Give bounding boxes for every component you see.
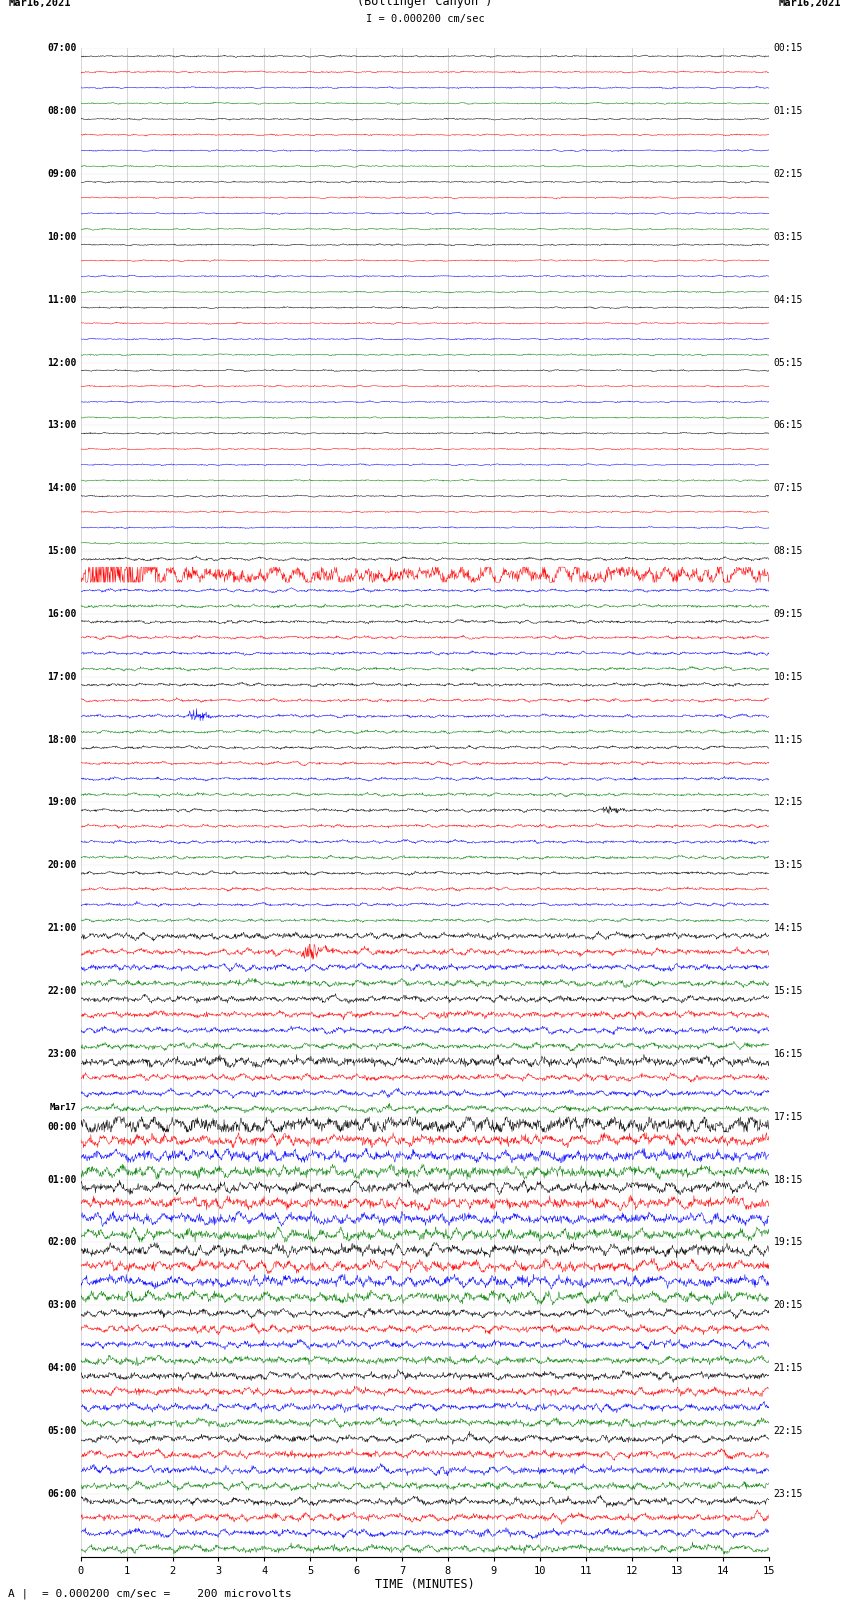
Text: 03:15: 03:15 (774, 232, 803, 242)
Text: 05:15: 05:15 (774, 358, 803, 368)
Text: 13:15: 13:15 (774, 860, 803, 871)
Text: 00:00: 00:00 (47, 1121, 76, 1131)
Text: (Bollinger Canyon ): (Bollinger Canyon ) (357, 0, 493, 8)
Text: 09:00: 09:00 (47, 169, 76, 179)
Text: 12:00: 12:00 (47, 358, 76, 368)
Text: = 0.000200 cm/sec =    200 microvolts: = 0.000200 cm/sec = 200 microvolts (42, 1589, 292, 1598)
Text: 08:00: 08:00 (47, 106, 76, 116)
Text: 21:00: 21:00 (47, 923, 76, 934)
Text: 18:15: 18:15 (774, 1174, 803, 1184)
Text: 23:00: 23:00 (47, 1048, 76, 1058)
Text: 07:00: 07:00 (47, 44, 76, 53)
Text: Mar16,2021: Mar16,2021 (8, 0, 71, 8)
Text: 22:00: 22:00 (47, 986, 76, 995)
Text: 04:15: 04:15 (774, 295, 803, 305)
Text: 20:00: 20:00 (47, 860, 76, 871)
Text: 06:15: 06:15 (774, 421, 803, 431)
Text: 04:00: 04:00 (47, 1363, 76, 1373)
Text: I = 0.000200 cm/sec: I = 0.000200 cm/sec (366, 15, 484, 24)
Text: 11:15: 11:15 (774, 734, 803, 745)
Text: 08:15: 08:15 (774, 547, 803, 556)
Text: 13:00: 13:00 (47, 421, 76, 431)
Text: 15:15: 15:15 (774, 986, 803, 995)
Text: 17:00: 17:00 (47, 671, 76, 682)
Text: 02:15: 02:15 (774, 169, 803, 179)
Text: 14:00: 14:00 (47, 484, 76, 494)
Text: 01:00: 01:00 (47, 1174, 76, 1184)
Text: Mar16,2021: Mar16,2021 (779, 0, 842, 8)
Text: 00:15: 00:15 (774, 44, 803, 53)
Text: 10:00: 10:00 (47, 232, 76, 242)
Text: 10:15: 10:15 (774, 671, 803, 682)
Text: 06:00: 06:00 (47, 1489, 76, 1498)
Text: 05:00: 05:00 (47, 1426, 76, 1436)
Text: 07:15: 07:15 (774, 484, 803, 494)
Text: 14:15: 14:15 (774, 923, 803, 934)
Text: 23:15: 23:15 (774, 1489, 803, 1498)
Text: 02:00: 02:00 (47, 1237, 76, 1247)
Text: 21:15: 21:15 (774, 1363, 803, 1373)
Text: 19:00: 19:00 (47, 797, 76, 808)
Text: 20:15: 20:15 (774, 1300, 803, 1310)
Text: 09:15: 09:15 (774, 610, 803, 619)
Text: 11:00: 11:00 (47, 295, 76, 305)
Text: 19:15: 19:15 (774, 1237, 803, 1247)
Text: 18:00: 18:00 (47, 734, 76, 745)
Text: 12:15: 12:15 (774, 797, 803, 808)
Text: Mar17: Mar17 (49, 1103, 76, 1111)
Text: 03:00: 03:00 (47, 1300, 76, 1310)
Text: 01:15: 01:15 (774, 106, 803, 116)
Text: 22:15: 22:15 (774, 1426, 803, 1436)
X-axis label: TIME (MINUTES): TIME (MINUTES) (375, 1579, 475, 1592)
Text: A |: A | (8, 1589, 29, 1600)
Text: 17:15: 17:15 (774, 1111, 803, 1121)
Text: 16:00: 16:00 (47, 610, 76, 619)
Text: 16:15: 16:15 (774, 1048, 803, 1058)
Text: 15:00: 15:00 (47, 547, 76, 556)
